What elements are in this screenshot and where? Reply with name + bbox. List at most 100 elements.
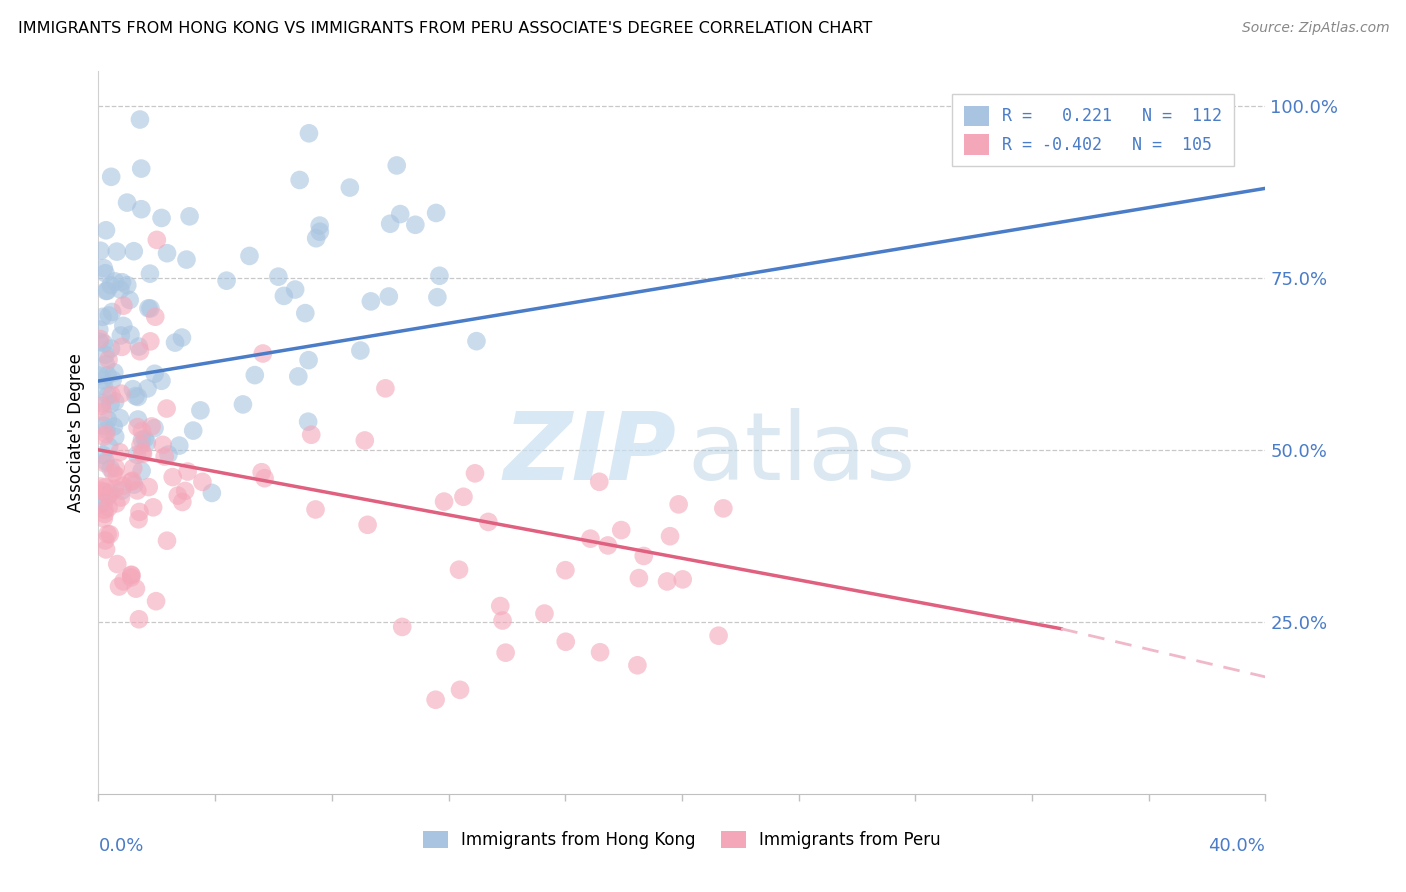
Point [94, 223, 117, 237]
Point [97, 489, 120, 503]
Point [97, 500, 120, 515]
Point [294, 306, 316, 320]
Point [596, 539, 619, 553]
Point [91, 373, 114, 387]
Point [89, 332, 111, 346]
Point [128, 505, 150, 519]
Point [100, 388, 122, 402]
Point [339, 180, 361, 194]
Point [105, 469, 128, 483]
Point [489, 599, 512, 613]
Point [491, 614, 513, 628]
Point [287, 369, 309, 384]
Y-axis label: Associate's Degree: Associate's Degree [66, 353, 84, 512]
Point [139, 267, 162, 281]
Point [668, 497, 690, 511]
Point [96, 284, 118, 298]
Point [127, 412, 149, 426]
Point [132, 447, 155, 461]
Point [110, 386, 132, 401]
Point [672, 573, 695, 587]
Point [131, 464, 153, 478]
Point [129, 161, 152, 176]
Point [298, 126, 321, 140]
Point [201, 486, 224, 500]
Point [105, 557, 128, 571]
Point [122, 477, 145, 491]
Point [404, 218, 426, 232]
Point [93, 511, 115, 525]
Point [134, 432, 156, 446]
Point [118, 293, 141, 307]
Point [91, 448, 114, 462]
Point [142, 500, 165, 515]
Point [131, 433, 153, 447]
Point [97, 412, 120, 426]
Point [94, 266, 117, 280]
Point [89, 322, 111, 336]
Point [94, 348, 117, 362]
Point [308, 225, 330, 239]
Point [305, 231, 328, 245]
Point [100, 169, 122, 184]
Point [150, 374, 173, 388]
Point [156, 246, 179, 260]
Point [589, 645, 612, 659]
Point [94, 480, 117, 494]
Point [453, 490, 475, 504]
Point [131, 445, 153, 459]
Point [121, 474, 143, 488]
Point [89, 368, 111, 383]
Point [128, 340, 150, 354]
Point [378, 289, 401, 303]
Point [153, 450, 176, 464]
Point [627, 571, 650, 585]
Point [554, 563, 576, 577]
Point [707, 629, 730, 643]
Point [131, 202, 153, 217]
Point [111, 479, 134, 493]
Point [495, 646, 517, 660]
Point [120, 567, 142, 582]
Point [90, 483, 112, 498]
Point [91, 396, 114, 410]
Point [122, 244, 145, 259]
Point [297, 353, 319, 368]
Point [167, 439, 190, 453]
Point [659, 529, 682, 543]
Point [181, 424, 204, 438]
Point [93, 503, 115, 517]
Point [89, 479, 111, 493]
Point [98, 440, 121, 454]
Point [447, 563, 470, 577]
Point [238, 249, 260, 263]
Point [90, 399, 112, 413]
Point [215, 274, 238, 288]
Point [100, 278, 122, 293]
Point [190, 403, 212, 417]
Point [91, 310, 114, 324]
Point [711, 501, 734, 516]
Point [111, 483, 134, 498]
Point [150, 211, 173, 225]
Point [105, 496, 128, 510]
Point [104, 274, 127, 288]
Point [94, 284, 117, 298]
Text: 40.0%: 40.0% [1209, 838, 1265, 855]
Point [110, 283, 132, 297]
Point [232, 397, 254, 411]
Point [304, 502, 326, 516]
Point [94, 426, 117, 441]
Point [120, 570, 142, 584]
Point [174, 483, 197, 498]
Point [425, 692, 447, 706]
Point [156, 401, 179, 416]
Point [389, 207, 412, 221]
Point [426, 290, 449, 304]
Point [633, 549, 655, 563]
Point [104, 482, 127, 496]
Point [267, 269, 290, 284]
Point [89, 334, 111, 349]
Point [429, 268, 451, 283]
Point [297, 415, 319, 429]
